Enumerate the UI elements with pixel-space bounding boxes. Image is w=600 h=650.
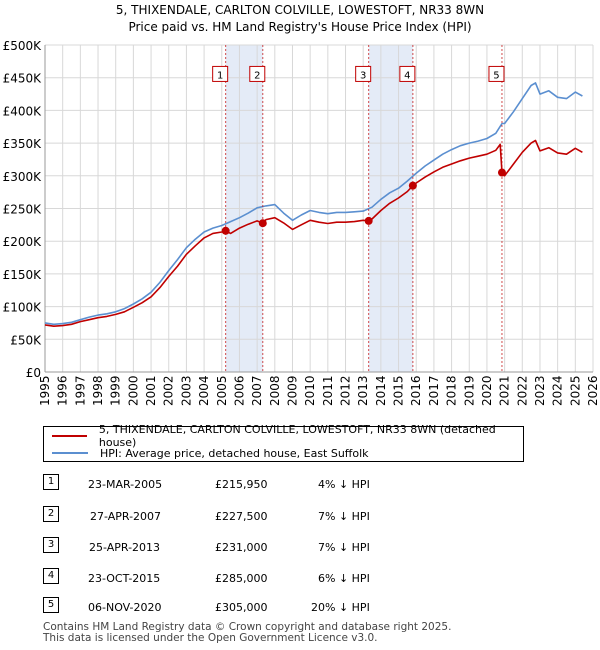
hpi-series-line: [44, 82, 583, 326]
sale-marker-label-box: [212, 65, 229, 82]
x-tick-label: 2024: [551, 375, 565, 406]
legend-swatch-property: [52, 435, 87, 437]
x-tick-label: 1995: [38, 375, 52, 406]
sale-marker-label-box: [399, 65, 416, 82]
sale-hpi-diff: 4% ↓ HPI: [318, 478, 370, 491]
sale-price: £305,000: [215, 601, 268, 614]
sale-row: 3 25-APR-2013 £231,000 7% ↓ HPI: [0, 537, 600, 561]
legend-label-property: 5, THIXENDALE, CARLTON COLVILLE, LOWESTO…: [98, 423, 496, 449]
y-tick-label: £150K: [3, 268, 43, 282]
legend-label-hpi: HPI: Average price, detached house, East…: [100, 446, 369, 460]
sale-number-badge: 5: [43, 597, 59, 613]
sale-point: [408, 181, 417, 190]
y-tick-label: £500K: [3, 39, 43, 53]
sale-marker-label: 4: [404, 70, 410, 81]
x-tick-label: 2006: [232, 375, 246, 406]
x-tick-label: 1998: [91, 375, 105, 406]
sale-date: 06-NOV-2020: [88, 601, 162, 614]
footer-licence: This data is licensed under the Open Gov…: [43, 632, 378, 644]
y-tick-label: £350K: [3, 137, 43, 151]
sale-hpi-diff: 6% ↓ HPI: [318, 572, 370, 585]
legend-item-hpi: HPI: Average price, detached house, East…: [52, 445, 369, 461]
sale-point: [497, 168, 506, 177]
x-tick-label: 2014: [374, 375, 388, 406]
property-series-line: [44, 139, 583, 328]
sale-marker-label: 5: [493, 70, 499, 81]
legend-swatch-hpi: [52, 452, 88, 454]
x-tick-label: 2026: [586, 375, 600, 406]
sale-price: £285,000: [215, 572, 268, 585]
sale-marker-label-box: [355, 65, 372, 82]
sale-date: 23-OCT-2015: [88, 572, 161, 585]
x-tick-label: 1997: [73, 375, 87, 406]
x-tick-label: 2005: [215, 375, 229, 406]
y-tick-label: £100K: [3, 301, 43, 315]
x-tick-label: 2011: [321, 375, 335, 406]
x-tick-label: 2017: [427, 375, 441, 406]
x-tick-label: 2001: [144, 375, 158, 406]
x-tick-label: 2008: [268, 375, 282, 406]
legend: 5, THIXENDALE, CARLTON COLVILLE, LOWESTO…: [43, 423, 524, 462]
x-tick-label: 2020: [480, 375, 494, 406]
sale-number-badge: 4: [43, 568, 59, 584]
x-tick-label: 2025: [568, 375, 582, 406]
x-tick-label: 2019: [462, 375, 476, 406]
x-tick-label: 2007: [250, 375, 264, 406]
x-tick-label: 1999: [109, 375, 123, 406]
y-tick-label: £50K: [10, 333, 42, 347]
legend-item-property: 5, THIXENDALE, CARLTON COLVILLE, LOWESTO…: [52, 423, 523, 449]
x-tick-label: 2012: [339, 375, 353, 406]
sale-point: [258, 219, 267, 228]
x-tick-label: 2009: [285, 375, 299, 406]
x-tick-label: 2016: [409, 375, 423, 406]
sale-marker-label: 1: [217, 70, 223, 81]
chart-subtitle: Price paid vs. HM Land Registry's House …: [128, 20, 471, 34]
sale-price: £215,950: [215, 478, 268, 491]
sale-row: 2 27-APR-2007 £227,500 7% ↓ HPI: [0, 506, 600, 530]
x-tick-label: 2023: [533, 375, 547, 406]
y-tick-label: £450K: [3, 72, 43, 86]
sale-hpi-diff: 7% ↓ HPI: [318, 510, 370, 523]
x-tick-label: 2010: [303, 375, 317, 406]
x-tick-label: 2018: [445, 375, 459, 406]
sale-date: 23-MAR-2005: [88, 478, 163, 491]
sale-number-badge: 1: [43, 474, 59, 490]
footer-copyright: Contains HM Land Registry data © Crown c…: [43, 621, 452, 633]
x-tick-label: 1996: [56, 375, 70, 406]
sale-price: £231,000: [215, 541, 268, 554]
sale-hpi-diff: 20% ↓ HPI: [311, 601, 370, 614]
x-tick-label: 2015: [392, 375, 406, 406]
sale-point: [364, 216, 373, 225]
x-tick-label: 2022: [515, 375, 529, 406]
sale-row: 4 23-OCT-2015 £285,000 6% ↓ HPI: [0, 568, 600, 592]
y-tick-label: £200K: [3, 235, 43, 249]
sale-number-badge: 3: [43, 537, 59, 553]
x-tick-label: 2004: [197, 375, 211, 406]
sale-marker-label-box: [488, 65, 505, 82]
footer: Contains HM Land Registry data © Crown c…: [43, 622, 451, 644]
sale-row: 5 06-NOV-2020 £305,000 20% ↓ HPI: [0, 597, 600, 621]
chart-title: 5, THIXENDALE, CARLTON COLVILLE, LOWESTO…: [116, 3, 484, 17]
sale-marker-label-box: [249, 65, 266, 82]
price-chart: 5, THIXENDALE, CARLTON COLVILLE, LOWESTO…: [3, 3, 600, 406]
sale-marker-label: 3: [360, 70, 366, 81]
y-tick-label: £250K: [3, 203, 43, 217]
y-tick-label: £300K: [3, 170, 43, 184]
sale-hpi-diff: 7% ↓ HPI: [318, 541, 370, 554]
y-tick-label: £0: [26, 366, 41, 380]
x-tick-label: 2002: [162, 375, 176, 406]
x-tick-label: 2013: [356, 375, 370, 406]
sale-date: 27-APR-2007: [90, 510, 162, 523]
sale-row: 1 23-MAR-2005 £215,950 4% ↓ HPI: [0, 474, 600, 498]
sale-date: 25-APR-2013: [89, 541, 161, 554]
sale-price: £227,500: [215, 510, 268, 523]
sale-point: [221, 226, 230, 235]
sale-marker-label: 2: [254, 70, 260, 81]
x-tick-label: 2000: [126, 375, 140, 406]
sale-number-badge: 2: [43, 506, 59, 522]
x-tick-label: 2021: [498, 375, 512, 406]
x-tick-label: 2003: [179, 375, 193, 406]
y-tick-label: £400K: [3, 104, 43, 118]
